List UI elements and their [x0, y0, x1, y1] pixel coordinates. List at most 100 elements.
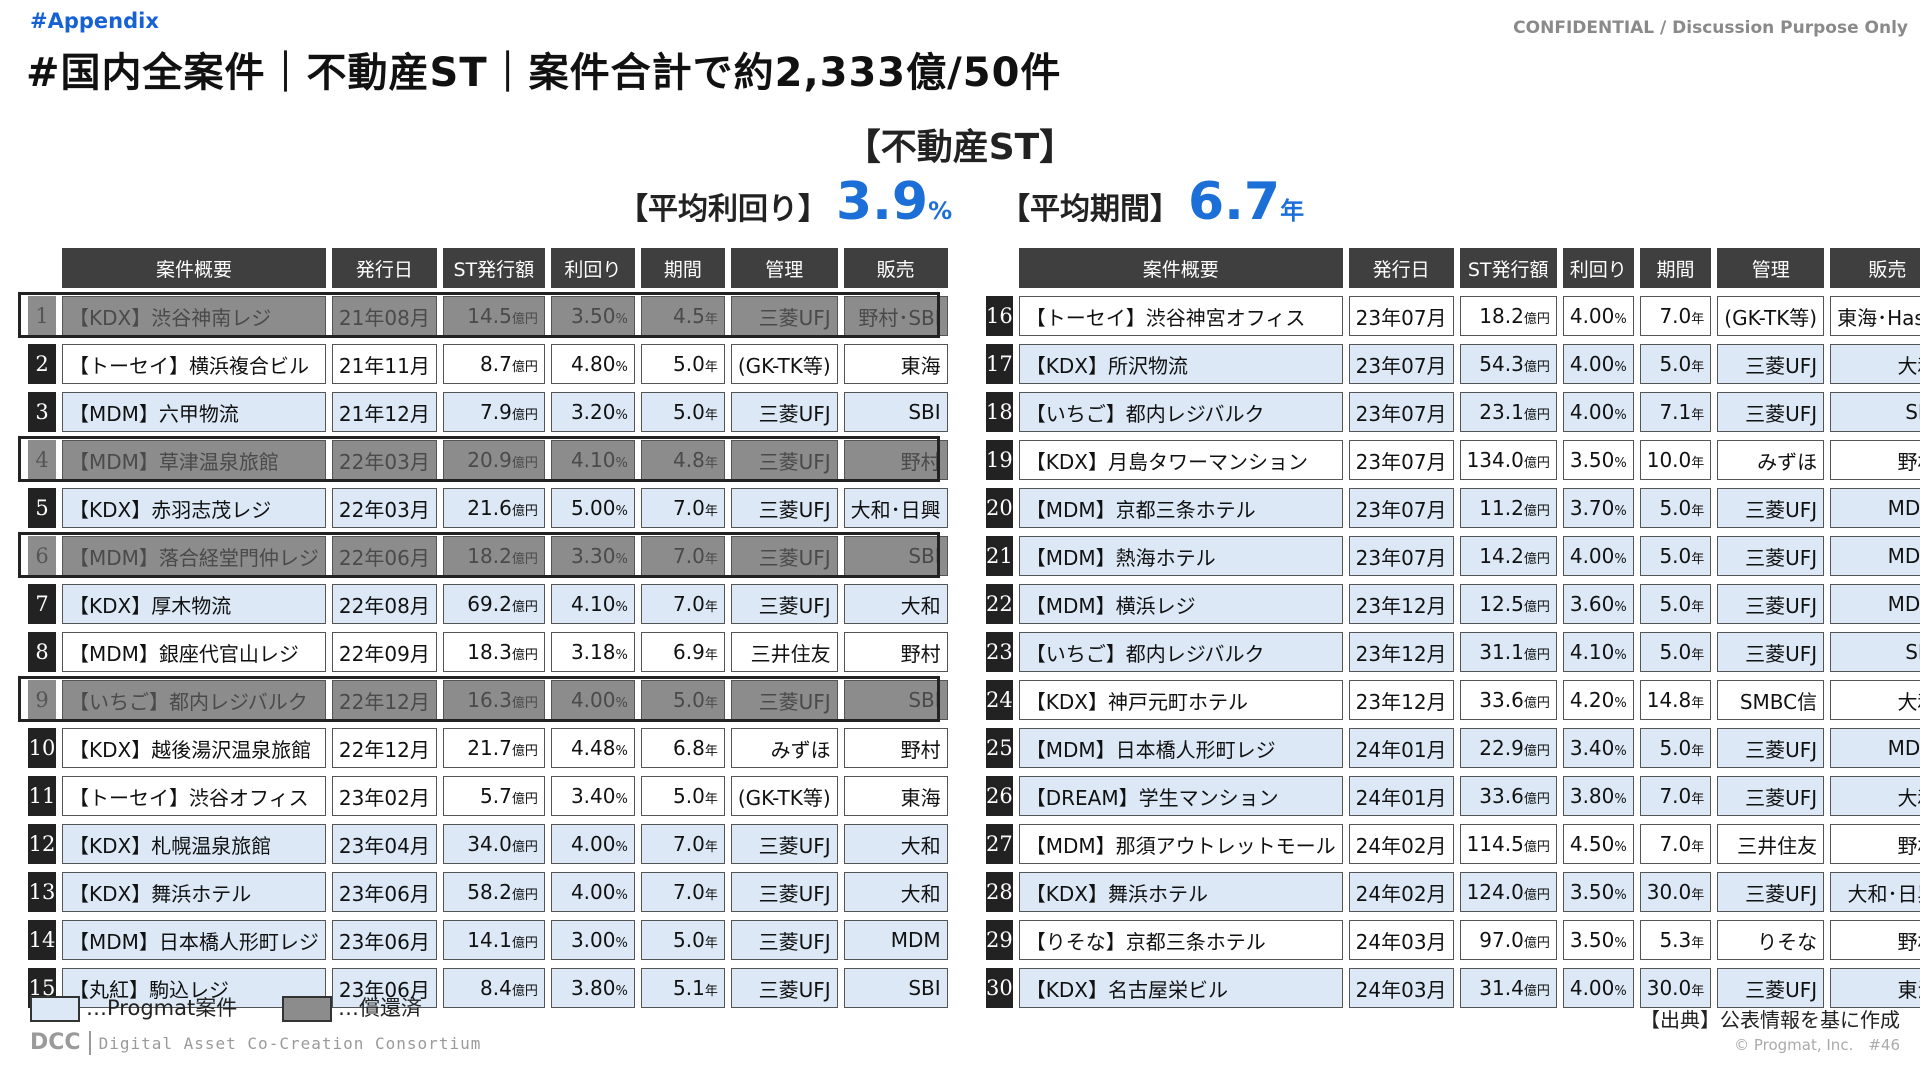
- table-row: 15 【丸紅】駒込レジ 23年06月 8.4億円 3.80% 5.1年 三菱UFJ SBI: [28, 968, 948, 1008]
- term-value: 7.1: [1659, 400, 1692, 424]
- st-amount: 22.9億円: [1459, 728, 1557, 768]
- row-number: 25: [986, 728, 1013, 768]
- table-header: 案件概要 発行日 ST発行額 利回り 期間 管理 販売: [986, 248, 1920, 288]
- st-amount: 33.6億円: [1459, 776, 1557, 816]
- issue-month: 07月: [1401, 545, 1447, 570]
- term: 5.0年: [1639, 584, 1712, 624]
- deal-name: 【MDM】草津温泉旅館: [62, 440, 326, 480]
- st-amount: 21.7億円: [442, 728, 545, 768]
- term-unit: 年: [1691, 744, 1705, 759]
- yield-value: 4.20: [1569, 688, 1615, 712]
- issue-date: 22年09月: [331, 632, 437, 672]
- yield-value: 3.60: [1569, 592, 1615, 616]
- table-row: 26 【DREAM】学生マンション 24年01月 33.6億円 3.80% 7.0年 三菱U…: [986, 776, 1920, 816]
- amount-value: 18.3: [467, 640, 512, 664]
- header-blank: [986, 248, 1013, 288]
- deal-name: 【MDM】那須アウトレットモール: [1018, 824, 1343, 864]
- manager: 三菱UFJ: [730, 824, 838, 864]
- yield-value: 3.50: [1569, 880, 1615, 904]
- row-number: 12: [28, 824, 56, 864]
- term-value: 5.1: [673, 976, 705, 1000]
- yield: 4.10%: [550, 440, 635, 480]
- legend-redeemed: …償還済: [282, 992, 422, 1022]
- issue-date: 21年08月: [331, 296, 437, 336]
- term-unit: 年: [1691, 888, 1705, 903]
- term-value: 6.9: [673, 640, 705, 664]
- yield-unit: %: [615, 360, 628, 375]
- term-value: 5.0: [673, 688, 705, 712]
- amount-unit: 億円: [511, 648, 538, 663]
- issue-month: 12月: [384, 737, 430, 762]
- term-unit: 年: [1691, 504, 1705, 519]
- st-amount: 12.5億円: [1459, 584, 1557, 624]
- amount-unit: 億円: [511, 552, 538, 567]
- deal-name: 【KDX】神戸元町ホテル: [1018, 680, 1343, 720]
- table-row: 21 【MDM】熱海ホテル 23年07月 14.2億円 4.00% 5.0年 三菱UFJ MD…: [986, 536, 1920, 576]
- issue-year: 23年: [1355, 641, 1402, 666]
- amount-value: 54.3: [1479, 352, 1524, 376]
- term-unit: 年: [1691, 312, 1705, 327]
- st-amount: 18.2億円: [1459, 296, 1557, 336]
- term: 7.0年: [1639, 776, 1712, 816]
- st-amount: 31.4億円: [1459, 968, 1557, 1008]
- issue-month: 07月: [1401, 353, 1447, 378]
- term-unit: 年: [1691, 456, 1705, 471]
- issue-year: 22年: [338, 689, 385, 714]
- term: 30.0年: [1639, 872, 1712, 912]
- col-header-summary: 案件概要: [62, 248, 326, 288]
- issue-year: 21年: [338, 305, 385, 330]
- manager: 三菱UFJ: [1717, 536, 1825, 576]
- issue-month: 12月: [1401, 689, 1447, 714]
- yield: 3.00%: [550, 920, 635, 960]
- amount-unit: 億円: [511, 744, 538, 759]
- deal-name: 【MDM】落合経堂門仲レジ: [62, 536, 326, 576]
- amount-unit: 億円: [511, 888, 538, 903]
- issue-year: 24年: [1355, 785, 1402, 810]
- yield: 4.00%: [550, 680, 635, 720]
- term-unit: 年: [1691, 936, 1705, 951]
- st-amount: 58.2億円: [442, 872, 545, 912]
- amount-unit: 億円: [1523, 936, 1550, 951]
- amount-value: 58.2: [467, 880, 512, 904]
- issue-month: 03月: [1401, 977, 1447, 1002]
- yield: 4.48%: [550, 728, 635, 768]
- term-unit: 年: [1691, 840, 1705, 855]
- issue-year: 23年: [338, 785, 385, 810]
- seller: 大和: [843, 584, 948, 624]
- term-unit: 年: [1691, 552, 1705, 567]
- term-value: 30.0: [1646, 880, 1692, 904]
- row-number: 8: [28, 632, 56, 672]
- term-unit: 年: [704, 360, 718, 375]
- term-value: 7.0: [673, 592, 705, 616]
- yield-unit: %: [1614, 888, 1627, 903]
- issue-date: 23年04月: [331, 824, 437, 864]
- table-row: 10 【KDX】越後湯沢温泉旅館 22年12月 21.7億円 4.48% 6.8年 みずほ野…: [28, 728, 948, 768]
- row-number: 4: [28, 440, 56, 480]
- row-number: 30: [986, 968, 1013, 1008]
- amount-unit: 億円: [1523, 408, 1550, 423]
- table-row: 14 【MDM】日本橋人形町レジ 23年06月 14.1億円 3.00% 5.0年 三菱UF…: [28, 920, 948, 960]
- yield-value: 3.50: [570, 304, 616, 328]
- issue-date: 24年02月: [1348, 872, 1454, 912]
- amount-unit: 億円: [1523, 888, 1550, 903]
- term-unit: 年: [704, 648, 718, 663]
- issue-month: 02月: [1401, 833, 1447, 858]
- yield: 3.40%: [1562, 728, 1634, 768]
- st-amount: 20.9億円: [442, 440, 545, 480]
- average-yield-label: 【平均利回り】: [618, 192, 828, 227]
- seller: 大和･日興: [1830, 872, 1920, 912]
- seller: 大和: [1830, 344, 1920, 384]
- issue-month: 08月: [384, 593, 430, 618]
- term-unit: 年: [1691, 792, 1705, 807]
- issue-date: 23年07月: [1348, 440, 1454, 480]
- term: 5.0年: [1639, 632, 1712, 672]
- table-row: 23 【いちご】都内レジバルク 23年12月 31.1億円 4.10% 5.0年 三菱UFJ…: [986, 632, 1920, 672]
- table-row: 2 【トーセイ】横浜複合ビル 21年11月 8.7億円 4.80% 5.0年 (GK-TK等…: [28, 344, 948, 384]
- table-row: 25 【MDM】日本橋人形町レジ 24年01月 22.9億円 3.40% 5.0年 三菱UF…: [986, 728, 1920, 768]
- yield: 5.00%: [550, 488, 635, 528]
- seller: 大和: [1830, 680, 1920, 720]
- issue-year: 23年: [338, 881, 385, 906]
- issue-month: 08月: [384, 305, 430, 330]
- amount-unit: 億円: [511, 456, 538, 471]
